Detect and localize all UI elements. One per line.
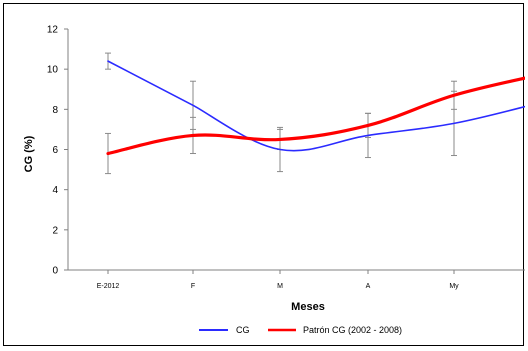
legend-label-patron: Patrón CG (2002 - 2008) — [303, 325, 402, 335]
x-tick-label: A — [366, 283, 371, 290]
x-tick-label: My — [449, 283, 459, 290]
x-tick-label: F — [191, 283, 195, 290]
x-axis-title: Meses — [291, 301, 325, 313]
series-line-patron — [106, 76, 525, 156]
y-tick-label: 6 — [52, 145, 58, 156]
line-chart: 0 2 4 6 8 10 12 E-2012 F M A My CG (%) Meses CG Pat… — [23, 25, 525, 335]
x-tick-label: M — [277, 283, 283, 290]
y-tick-label: 2 — [52, 225, 58, 236]
x-tick-label: E-2012 — [97, 283, 120, 290]
y-tick-label: 12 — [47, 25, 59, 36]
y-tick-label: 0 — [52, 266, 58, 277]
y-tick-label: 10 — [47, 65, 59, 76]
chart-frame: 0 2 4 6 8 10 12 E-2012 F M A My CG (%) Meses CG Pat… — [3, 3, 525, 346]
y-tick-label: 8 — [52, 105, 58, 116]
series-line-cg — [107, 60, 525, 152]
legend: CG Patrón CG (2002 - 2008) — [199, 325, 402, 335]
y-tick-label: 4 — [52, 185, 58, 196]
y-axis-title: CG (%) — [23, 135, 35, 172]
legend-label-cg: CG — [236, 325, 250, 335]
